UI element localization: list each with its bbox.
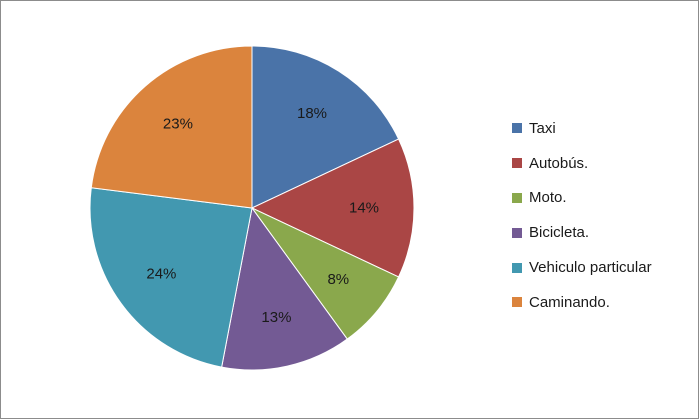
data-label-4: 13% [261, 309, 291, 326]
legend-item-2: Autobús. [512, 146, 652, 181]
data-label-5: 24% [146, 265, 176, 282]
legend-item-1: Taxi [512, 111, 652, 146]
legend-item-3: Moto. [512, 181, 652, 216]
data-label-6: 23% [163, 115, 193, 132]
data-label-2: 14% [349, 200, 379, 217]
legend-label-6: Caminando. [529, 293, 610, 311]
legend-swatch-1 [512, 123, 522, 134]
legend-label-1: Taxi [529, 119, 556, 137]
pie-slice-4 [221, 206, 348, 371]
legend-label-3: Moto. [529, 189, 567, 207]
legend-label-2: Autobús. [529, 154, 589, 172]
legend-swatch-6 [512, 297, 522, 308]
legend-swatch-4 [512, 227, 522, 238]
pie-slice-1 [251, 45, 400, 209]
data-label-1: 18% [297, 105, 327, 122]
legend-item-5: Vehiculo particular [512, 250, 652, 285]
data-label-3: 8% [327, 271, 349, 288]
legend: Taxi Autobús. Moto. Bicicleta. Vehiculo part… [512, 111, 652, 320]
legend-label-5: Vehiculo particular [529, 259, 652, 277]
legend-item-4: Bicicleta. [512, 215, 652, 250]
pie-slice-5 [89, 187, 253, 368]
pie-slice-6 [90, 45, 253, 209]
legend-swatch-5 [512, 262, 522, 273]
legend-item-6: Caminando. [512, 285, 652, 320]
legend-label-4: Bicicleta. [529, 224, 590, 242]
legend-swatch-3 [512, 192, 522, 203]
pie-slice-2 [250, 138, 415, 278]
legend-swatch-2 [512, 158, 522, 169]
